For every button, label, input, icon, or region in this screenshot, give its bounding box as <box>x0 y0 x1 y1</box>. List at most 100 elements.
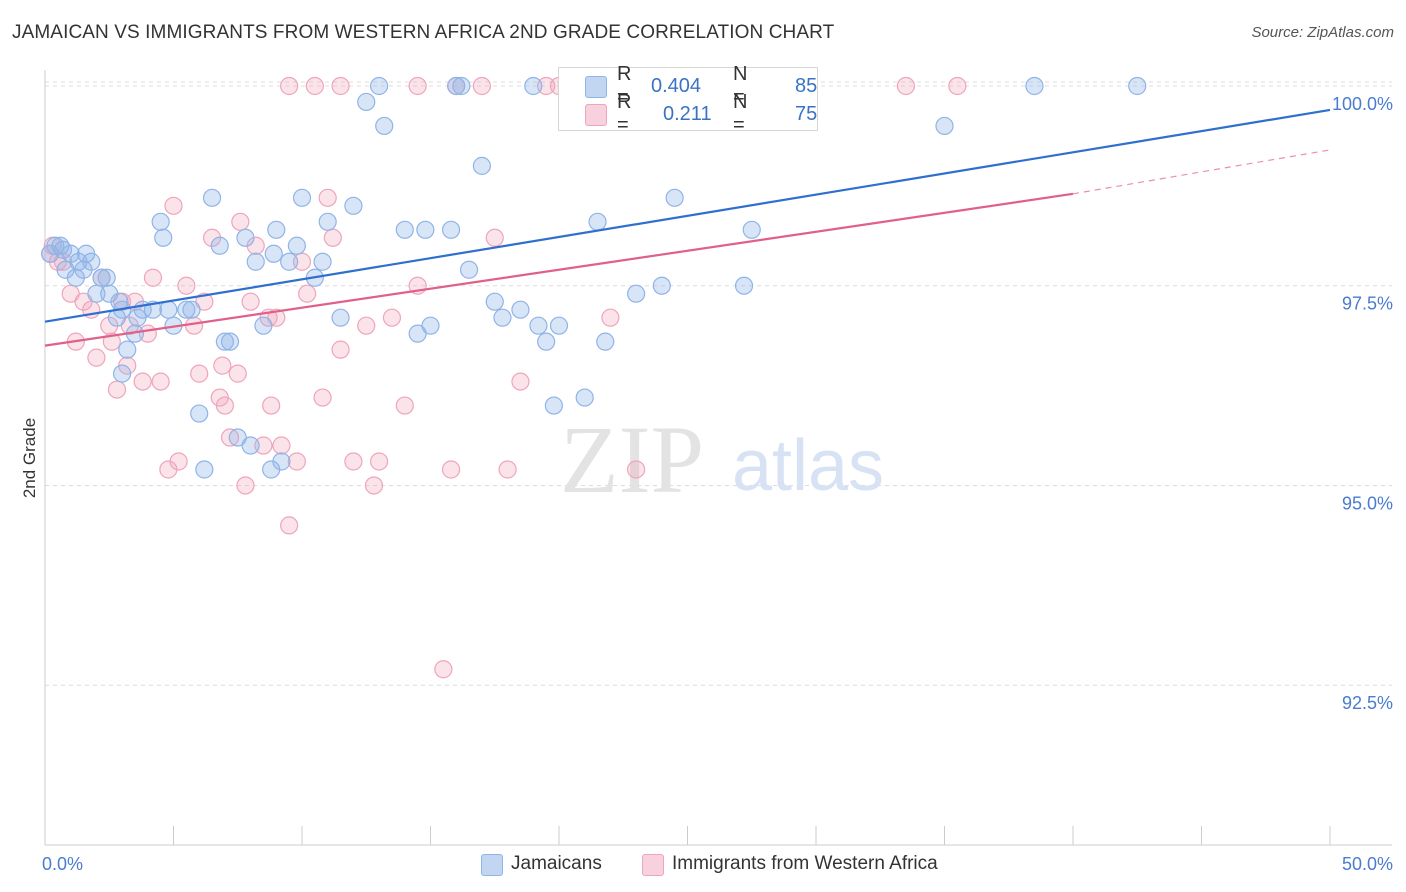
legend-r-value: 0.211 <box>663 102 712 125</box>
western-africa-point <box>305 76 324 96</box>
jamaicans-point <box>97 268 116 287</box>
jamaicans-point <box>313 252 332 271</box>
jamaicans-point <box>159 300 178 319</box>
jamaicans-point <box>128 308 147 327</box>
western-africa-point <box>408 76 427 96</box>
western-africa-point <box>190 364 209 383</box>
legend-r-label: R = <box>617 63 632 108</box>
y-tick-label: 95.0% <box>1342 493 1393 513</box>
jamaicans-point <box>287 236 306 255</box>
jamaicans-point <box>190 404 209 423</box>
western-africa-point <box>272 436 291 455</box>
jamaicans-point <box>357 92 376 112</box>
jamaicans-point <box>935 116 954 136</box>
western-africa-point <box>395 396 414 415</box>
y-tick-label: 100.0% <box>1332 94 1393 114</box>
jamaicans-point <box>493 308 512 327</box>
jamaicans-point <box>447 76 466 96</box>
western-africa-point <box>228 364 247 383</box>
jamaicans-point <box>441 220 461 239</box>
jamaicans-point <box>575 388 594 407</box>
watermark: ZIP atlas <box>560 406 884 513</box>
western-africa-point <box>382 308 402 327</box>
jamaicans-point <box>421 316 440 335</box>
x-tick-label: 50.0% <box>1342 854 1393 874</box>
jamaicans-point <box>318 212 337 231</box>
axis-labels: 92.5% 95.0% 97.5% 100.0% 0.0% 50.0% 2nd Grade <box>20 94 1393 874</box>
series-swatch-pink <box>642 854 664 876</box>
legend-n-label: N = <box>733 63 748 108</box>
jamaicans-point <box>485 292 504 311</box>
jamaicans-point <box>331 308 350 327</box>
western-africa-point <box>626 460 646 479</box>
jamaicans-point <box>524 76 543 96</box>
jamaicans-point <box>459 260 479 279</box>
western-africa-point <box>133 372 152 391</box>
western-africa-point <box>151 372 170 391</box>
jamaicans-trend-line <box>44 108 1331 323</box>
western-africa-point <box>231 212 250 231</box>
western-africa-point <box>511 372 530 391</box>
jamaicans-point <box>452 76 471 96</box>
chart-title: JAMAICAN VS IMMIGRANTS FROM WESTERN AFRI… <box>12 22 835 43</box>
western-africa-point <box>236 476 255 495</box>
jamaicans-point <box>596 332 615 351</box>
jamaicans-point <box>215 332 234 351</box>
western-africa-point <box>434 660 453 679</box>
jamaicans-point <box>472 156 491 175</box>
western-africa-point <box>313 388 332 407</box>
western-africa-point <box>280 516 299 535</box>
jamaicans-point <box>292 188 312 207</box>
jamaicans-point <box>264 244 283 263</box>
jamaicans-point <box>1128 76 1147 96</box>
western-africa-point <box>215 396 234 415</box>
jamaicans-point <box>195 460 214 479</box>
western-africa-point <box>143 268 163 287</box>
grid-layer <box>45 81 1392 686</box>
jamaicans-point <box>375 116 394 136</box>
jamaicans-point <box>742 220 761 239</box>
jamaicans-point <box>53 240 73 259</box>
western-africa-point <box>280 76 299 96</box>
western-africa-point <box>184 316 204 335</box>
western-africa-point <box>177 276 196 295</box>
western-africa-point <box>601 308 620 327</box>
western-africa-point <box>537 76 556 96</box>
jamaicans-point <box>254 316 273 335</box>
jamaicans-point <box>395 220 414 239</box>
jamaicans-point <box>241 436 260 455</box>
y-tick-label: 97.5% <box>1342 294 1393 314</box>
jamaicans-point <box>118 340 137 359</box>
western-africa-point <box>344 452 363 471</box>
western-africa-point <box>441 460 461 479</box>
jamaicans-point <box>626 284 646 303</box>
western-africa-point <box>287 452 306 471</box>
western-africa-point <box>220 428 240 447</box>
jamaicans-point <box>549 316 569 335</box>
jamaicans-point <box>416 220 435 239</box>
legend-n-value: 85 <box>795 74 818 97</box>
western-africa-point <box>213 356 232 375</box>
western-africa-trend-extension <box>1072 149 1331 195</box>
x-tick-label: 0.0% <box>42 854 83 874</box>
series-legend-label: Immigrants from Western Africa <box>672 853 938 874</box>
jamaicans-point <box>529 316 548 335</box>
jamaicans-point <box>1025 76 1044 96</box>
watermark-atlas: atlas <box>732 426 884 506</box>
western-africa-point <box>164 196 183 215</box>
jamaicans-point <box>92 268 111 287</box>
western-africa-point <box>370 452 389 471</box>
axis-layer <box>44 70 1392 846</box>
western-africa-trend-line <box>44 192 1074 347</box>
trend-lines <box>44 108 1331 347</box>
western-africa-point <box>948 76 967 96</box>
jamaicans-point <box>202 188 222 207</box>
western-africa-point <box>331 340 350 359</box>
legend-swatch-blue <box>585 76 607 98</box>
jamaicans-point <box>652 276 671 295</box>
jamaicans-point <box>344 196 363 215</box>
chart-source: Source: ZipAtlas.com <box>1251 24 1394 41</box>
legend-r-label: R = <box>617 91 632 136</box>
jamaicans-point <box>734 276 754 295</box>
